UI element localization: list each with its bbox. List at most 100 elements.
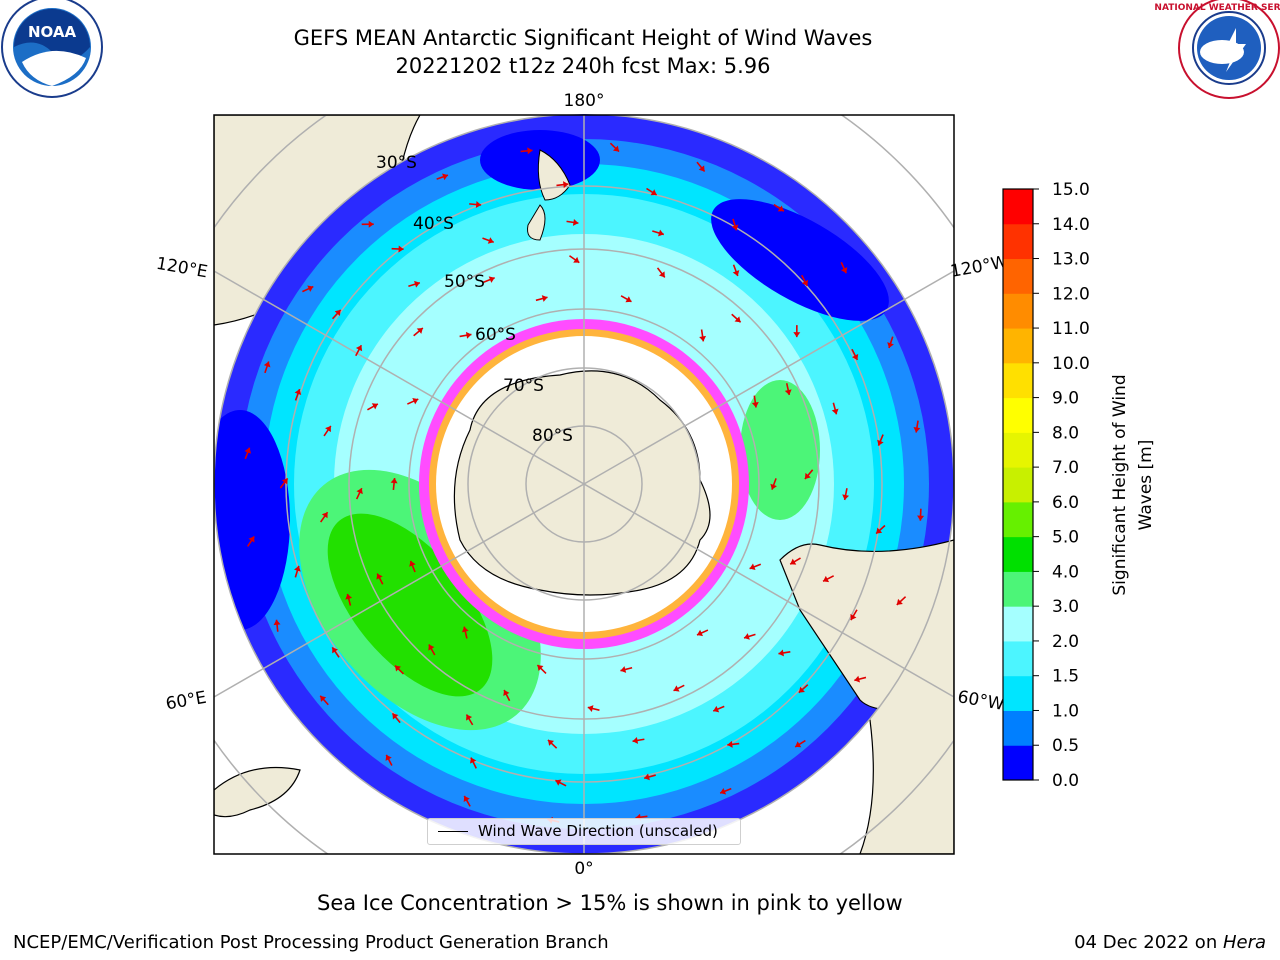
colorbar-frame (1002, 188, 1034, 781)
wind-wave-arrowhead (273, 619, 281, 626)
colorbar-swatch (1003, 675, 1033, 711)
wind-wave-arrowhead (913, 426, 921, 433)
chart-subtitle: 20221202 t12z 240h fcst Max: 5.96 (395, 54, 771, 78)
colorbar-swatch (1003, 501, 1033, 538)
wind-wave-arrowhead (294, 389, 302, 395)
colorbar-tick-label: 1.5 (1052, 667, 1079, 687)
lon-label-0: 0° (574, 859, 593, 879)
footer-date: 04 Dec 2022 on Hera (1074, 932, 1266, 953)
wind-wave-arrowhead (527, 147, 533, 155)
wind-wave-arrowhead (784, 389, 792, 395)
colorbar-swatch (1003, 467, 1033, 503)
wind-wave-arrowhead (488, 276, 495, 283)
lon-label-120w: 120°W (949, 252, 1010, 282)
wind-wave-arrowhead (248, 536, 255, 543)
wind-wave-arrowhead (307, 285, 314, 292)
colorbar-tick-label: 7.0 (1052, 458, 1079, 478)
colorbar-swatch (1003, 293, 1033, 329)
colorbar-tick-label: 11.0 (1052, 319, 1090, 339)
colorbar-tick-label: 9.0 (1052, 389, 1079, 409)
wind-wave-arrowhead (412, 397, 419, 405)
wind-wave-arrowhead (770, 483, 777, 490)
lon-label-120e: 120°E (155, 254, 209, 283)
wind-wave-arrowhead (355, 345, 363, 352)
colorbar-tick-label: 12.0 (1052, 284, 1090, 304)
map-frame (213, 114, 955, 855)
footer-date-text: 04 Dec 2022 on (1074, 932, 1223, 953)
wind-wave-arrowhead (394, 665, 401, 672)
wind-wave-arrowhead (795, 741, 802, 748)
lon-label-60e: 60°E (164, 688, 208, 715)
national-weather-service-logo-icon: NATIONAL WEATHER SERVICE (1154, 0, 1280, 99)
wind-wave-arrowhead (541, 295, 548, 302)
colorbar-tick-label: 13.0 (1052, 250, 1090, 270)
wind-wave-arrowhead (632, 736, 639, 744)
wind-wave-arrowhead (823, 575, 830, 583)
wind-wave-arrowhead (790, 558, 797, 565)
colorbar-tick-label: 4.0 (1052, 562, 1079, 582)
wind-wave-arrowhead (356, 488, 363, 495)
wind-wave-arrowhead (325, 425, 331, 433)
wind-wave-arrowhead (620, 666, 627, 673)
wind-wave-arrowhead (612, 145, 620, 152)
sea-ice-caption: Sea Ice Concentration > 15% is shown in … (317, 891, 903, 915)
wind-wave-arrowhead (587, 705, 594, 712)
wind-wave-arrowhead (804, 472, 811, 479)
wind-wave-arrowhead (414, 280, 420, 288)
wind-wave-arrowhead (428, 644, 435, 651)
wind-wave-arrowhead (917, 515, 925, 521)
wind-wave-arrowhead (294, 565, 301, 572)
colorbar-swatch (1003, 606, 1033, 642)
wind-wave-arrowhead (416, 327, 423, 334)
wind-wave-arrowhead (734, 316, 741, 323)
colorbar-tick-label: 0.5 (1052, 736, 1079, 756)
wind-wave-arrowhead (345, 593, 353, 600)
wind-wave-arrowhead (503, 690, 510, 697)
legend-text: Wind Wave Direction (unscaled) (478, 822, 718, 840)
wind-wave-arrowhead (392, 713, 399, 720)
wind-wave-arrowhead (896, 598, 903, 605)
wind-wave-arrowhead (801, 279, 809, 286)
wind-wave-arrowhead (698, 165, 705, 172)
wind-wave-arrowhead (673, 685, 680, 692)
wind-wave-arrowhead (696, 629, 703, 637)
wind-wave-arrowhead (320, 695, 327, 702)
colorbar-tick-label: 6.0 (1052, 493, 1079, 513)
colorbar-swatch (1003, 397, 1033, 433)
wind-wave-arrowhead (777, 205, 784, 212)
colorbar-tick-label: 5.0 (1052, 528, 1079, 548)
wind-wave-arrowhead (854, 675, 861, 683)
footer-machine: Hera (1222, 932, 1266, 953)
wind-wave-arrowhead (840, 267, 848, 274)
wind-wave-arrowhead (749, 563, 756, 571)
colorbar-swatch (1003, 258, 1033, 294)
wind-wave-arrowhead (537, 665, 544, 672)
map-legend: Wind Wave Direction (unscaled) (427, 818, 741, 845)
wind-wave-arrowhead (466, 714, 473, 721)
colorbar-swatch (1003, 571, 1033, 607)
wind-wave-arrowhead (263, 361, 271, 368)
wind-wave-arrowhead (244, 447, 252, 454)
wind-wave-arrowhead (371, 403, 378, 410)
colorbar-swatch (1003, 432, 1033, 468)
wind-wave-arrowhead (793, 332, 801, 338)
wind-wave-arrowhead (409, 560, 416, 567)
wind-wave-arrowhead (744, 633, 750, 640)
colorbar-label-line2: Waves [m] (1136, 440, 1156, 531)
lat-label-40s: 40°S (413, 214, 454, 234)
colorbar-ticks: 0.0 0.5 1.0 1.5 2.0 3.0 4.0 5.0 6.0 7.0 8.0 9.0 10.0… (1033, 180, 1090, 791)
colorbar-swatch (1003, 710, 1033, 746)
wind-wave-arrowhead (650, 189, 657, 196)
wind-wave-arrowhead (442, 173, 448, 181)
wind-wave-arrowhead (778, 649, 784, 657)
colorbar (1003, 189, 1033, 781)
colorbar-tick-label: 8.0 (1052, 423, 1079, 443)
colorbar-label-line1: Significant Height of Wind (1110, 374, 1130, 595)
wind-wave-arrowhead (851, 353, 859, 360)
colorbar-tick-label: 10.0 (1052, 354, 1090, 374)
colorbar-swatch (1003, 223, 1033, 260)
legend-line-icon (438, 831, 468, 832)
wind-wave-arrowhead (850, 614, 857, 621)
wind-wave-arrowhead (376, 573, 383, 580)
colorbar-tick-label: 3.0 (1052, 597, 1079, 617)
